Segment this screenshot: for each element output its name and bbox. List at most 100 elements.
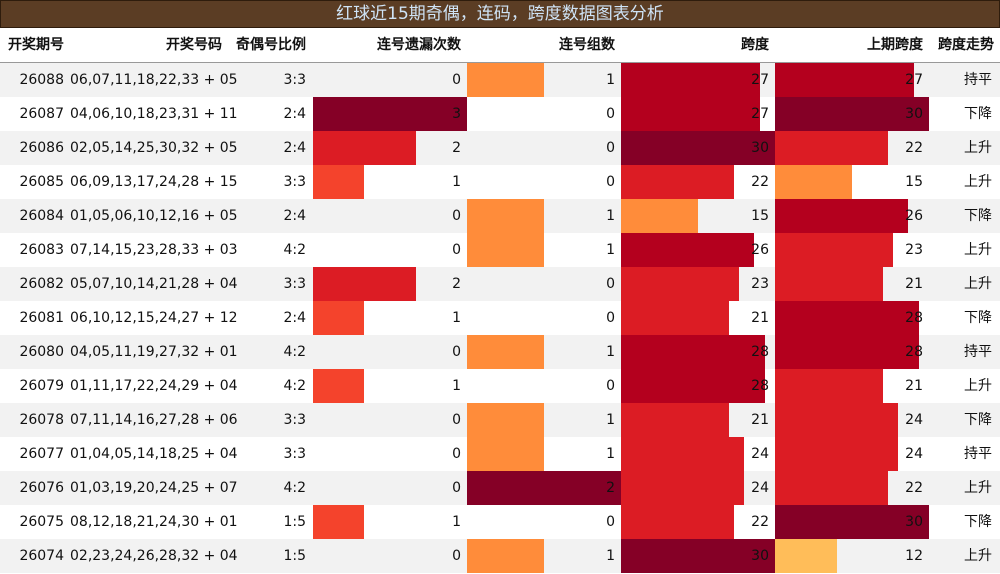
value-consecutive-miss: 1 <box>452 174 461 190</box>
bar-consecutive-groups <box>467 63 544 97</box>
value-consecutive-miss: 2 <box>452 276 461 292</box>
cell-span-trend: 上升 <box>964 140 992 156</box>
value-previous-span: 30 <box>905 106 923 122</box>
bar-span <box>621 505 734 539</box>
cell-span-trend: 下降 <box>964 310 992 326</box>
cell-odd-even-ratio: 4:2 <box>283 378 306 394</box>
cell-numbers: 07,14,15,23,28,33 + 03 <box>70 242 238 258</box>
value-span: 15 <box>751 208 769 224</box>
cell-span-trend: 上升 <box>964 480 992 496</box>
bar-span <box>621 335 765 369</box>
cell-numbers: 05,07,10,14,21,28 + 04 <box>70 276 238 292</box>
value-previous-span: 15 <box>905 174 923 190</box>
cell-numbers: 02,23,24,26,28,32 + 04 <box>70 548 238 564</box>
table-row: 26074 02,23,24,26,28,32 + 04 1:5 0 1 30 12 上升 <box>0 539 1000 573</box>
value-span: 22 <box>751 174 769 190</box>
value-consecutive-miss: 0 <box>452 208 461 224</box>
value-span: 24 <box>751 446 769 462</box>
value-span: 28 <box>751 378 769 394</box>
bar-consecutive-groups <box>467 233 544 267</box>
cell-span-trend: 下降 <box>964 106 992 122</box>
cell-numbers: 08,12,18,21,24,30 + 01 <box>70 514 238 530</box>
value-previous-span: 22 <box>905 140 923 156</box>
table-row: 26088 06,07,11,18,22,33 + 05 3:3 0 1 27 27 持平 <box>0 63 1000 97</box>
bar-previous-span <box>775 131 888 165</box>
cell-span-trend: 持平 <box>964 344 992 360</box>
value-consecutive-groups: 0 <box>606 106 615 122</box>
cell-issue: 26075 <box>19 514 64 530</box>
value-consecutive-miss: 0 <box>452 480 461 496</box>
bar-span <box>621 199 698 233</box>
table-row: 26079 01,11,17,22,24,29 + 04 4:2 1 0 28 21 上升 <box>0 369 1000 403</box>
cell-odd-even-ratio: 2:4 <box>283 106 306 122</box>
bar-previous-span <box>775 63 914 97</box>
bar-previous-span <box>775 505 929 539</box>
cell-numbers: 06,10,12,15,24,27 + 12 <box>70 310 238 326</box>
bar-consecutive-groups <box>467 335 544 369</box>
value-consecutive-miss: 3 <box>452 106 461 122</box>
header-issue: 开奖期号 <box>8 37 64 53</box>
value-consecutive-miss: 2 <box>452 140 461 156</box>
cell-span-trend: 下降 <box>964 208 992 224</box>
table-row: 26078 07,11,14,16,27,28 + 06 3:3 0 1 21 24 下降 <box>0 403 1000 437</box>
bar-consecutive-miss <box>313 97 467 131</box>
value-span: 30 <box>751 548 769 564</box>
value-previous-span: 27 <box>905 72 923 88</box>
header-span-trend: 跨度走势 <box>938 37 994 53</box>
bar-span <box>621 131 775 165</box>
header-previous-span: 上期跨度 <box>867 37 923 53</box>
value-previous-span: 22 <box>905 480 923 496</box>
value-span: 21 <box>751 310 769 326</box>
cell-odd-even-ratio: 1:5 <box>283 514 306 530</box>
cell-odd-even-ratio: 3:3 <box>283 72 306 88</box>
value-consecutive-miss: 0 <box>452 412 461 428</box>
table-row: 26083 07,14,15,23,28,33 + 03 4:2 0 1 26 23 上升 <box>0 233 1000 267</box>
cell-issue: 26085 <box>19 174 64 190</box>
value-consecutive-groups: 1 <box>606 412 615 428</box>
bar-previous-span <box>775 267 883 301</box>
value-consecutive-groups: 0 <box>606 310 615 326</box>
bar-consecutive-groups <box>467 471 621 505</box>
bar-consecutive-groups <box>467 539 544 573</box>
value-consecutive-groups: 1 <box>606 242 615 258</box>
bar-span <box>621 369 765 403</box>
value-previous-span: 24 <box>905 446 923 462</box>
cell-span-trend: 上升 <box>964 378 992 394</box>
cell-odd-even-ratio: 2:4 <box>283 140 306 156</box>
bar-previous-span <box>775 539 837 573</box>
table-row: 26077 01,04,05,14,18,25 + 04 3:3 0 1 24 24 持平 <box>0 437 1000 471</box>
table-row: 26086 02,05,14,25,30,32 + 05 2:4 2 0 30 22 上升 <box>0 131 1000 165</box>
bar-previous-span <box>775 403 898 437</box>
cell-numbers: 01,05,06,10,12,16 + 05 <box>70 208 238 224</box>
value-consecutive-groups: 0 <box>606 276 615 292</box>
cell-numbers: 06,09,13,17,24,28 + 15 <box>70 174 238 190</box>
value-span: 26 <box>751 242 769 258</box>
cell-numbers: 02,05,14,25,30,32 + 05 <box>70 140 238 156</box>
cell-span-trend: 上升 <box>964 242 992 258</box>
bar-previous-span <box>775 97 929 131</box>
cell-issue: 26082 <box>19 276 64 292</box>
value-consecutive-miss: 1 <box>452 378 461 394</box>
bar-previous-span <box>775 471 888 505</box>
value-span: 28 <box>751 344 769 360</box>
table-row: 26080 04,05,11,19,27,32 + 01 4:2 0 1 28 28 持平 <box>0 335 1000 369</box>
value-previous-span: 28 <box>905 344 923 360</box>
value-previous-span: 21 <box>905 276 923 292</box>
bar-consecutive-miss <box>313 267 416 301</box>
value-previous-span: 21 <box>905 378 923 394</box>
value-previous-span: 26 <box>905 208 923 224</box>
value-previous-span: 12 <box>905 548 923 564</box>
bar-span <box>621 471 744 505</box>
bar-span <box>621 233 754 267</box>
cell-span-trend: 下降 <box>964 514 992 530</box>
cell-issue: 26086 <box>19 140 64 156</box>
value-consecutive-miss: 0 <box>452 242 461 258</box>
bar-previous-span <box>775 165 852 199</box>
cell-issue: 26077 <box>19 446 64 462</box>
value-consecutive-groups: 0 <box>606 378 615 394</box>
bar-previous-span <box>775 369 883 403</box>
value-consecutive-groups: 1 <box>606 548 615 564</box>
bar-consecutive-miss <box>313 165 364 199</box>
cell-odd-even-ratio: 3:3 <box>283 276 306 292</box>
table-row: 26084 01,05,06,10,12,16 + 05 2:4 0 1 15 26 下降 <box>0 199 1000 233</box>
